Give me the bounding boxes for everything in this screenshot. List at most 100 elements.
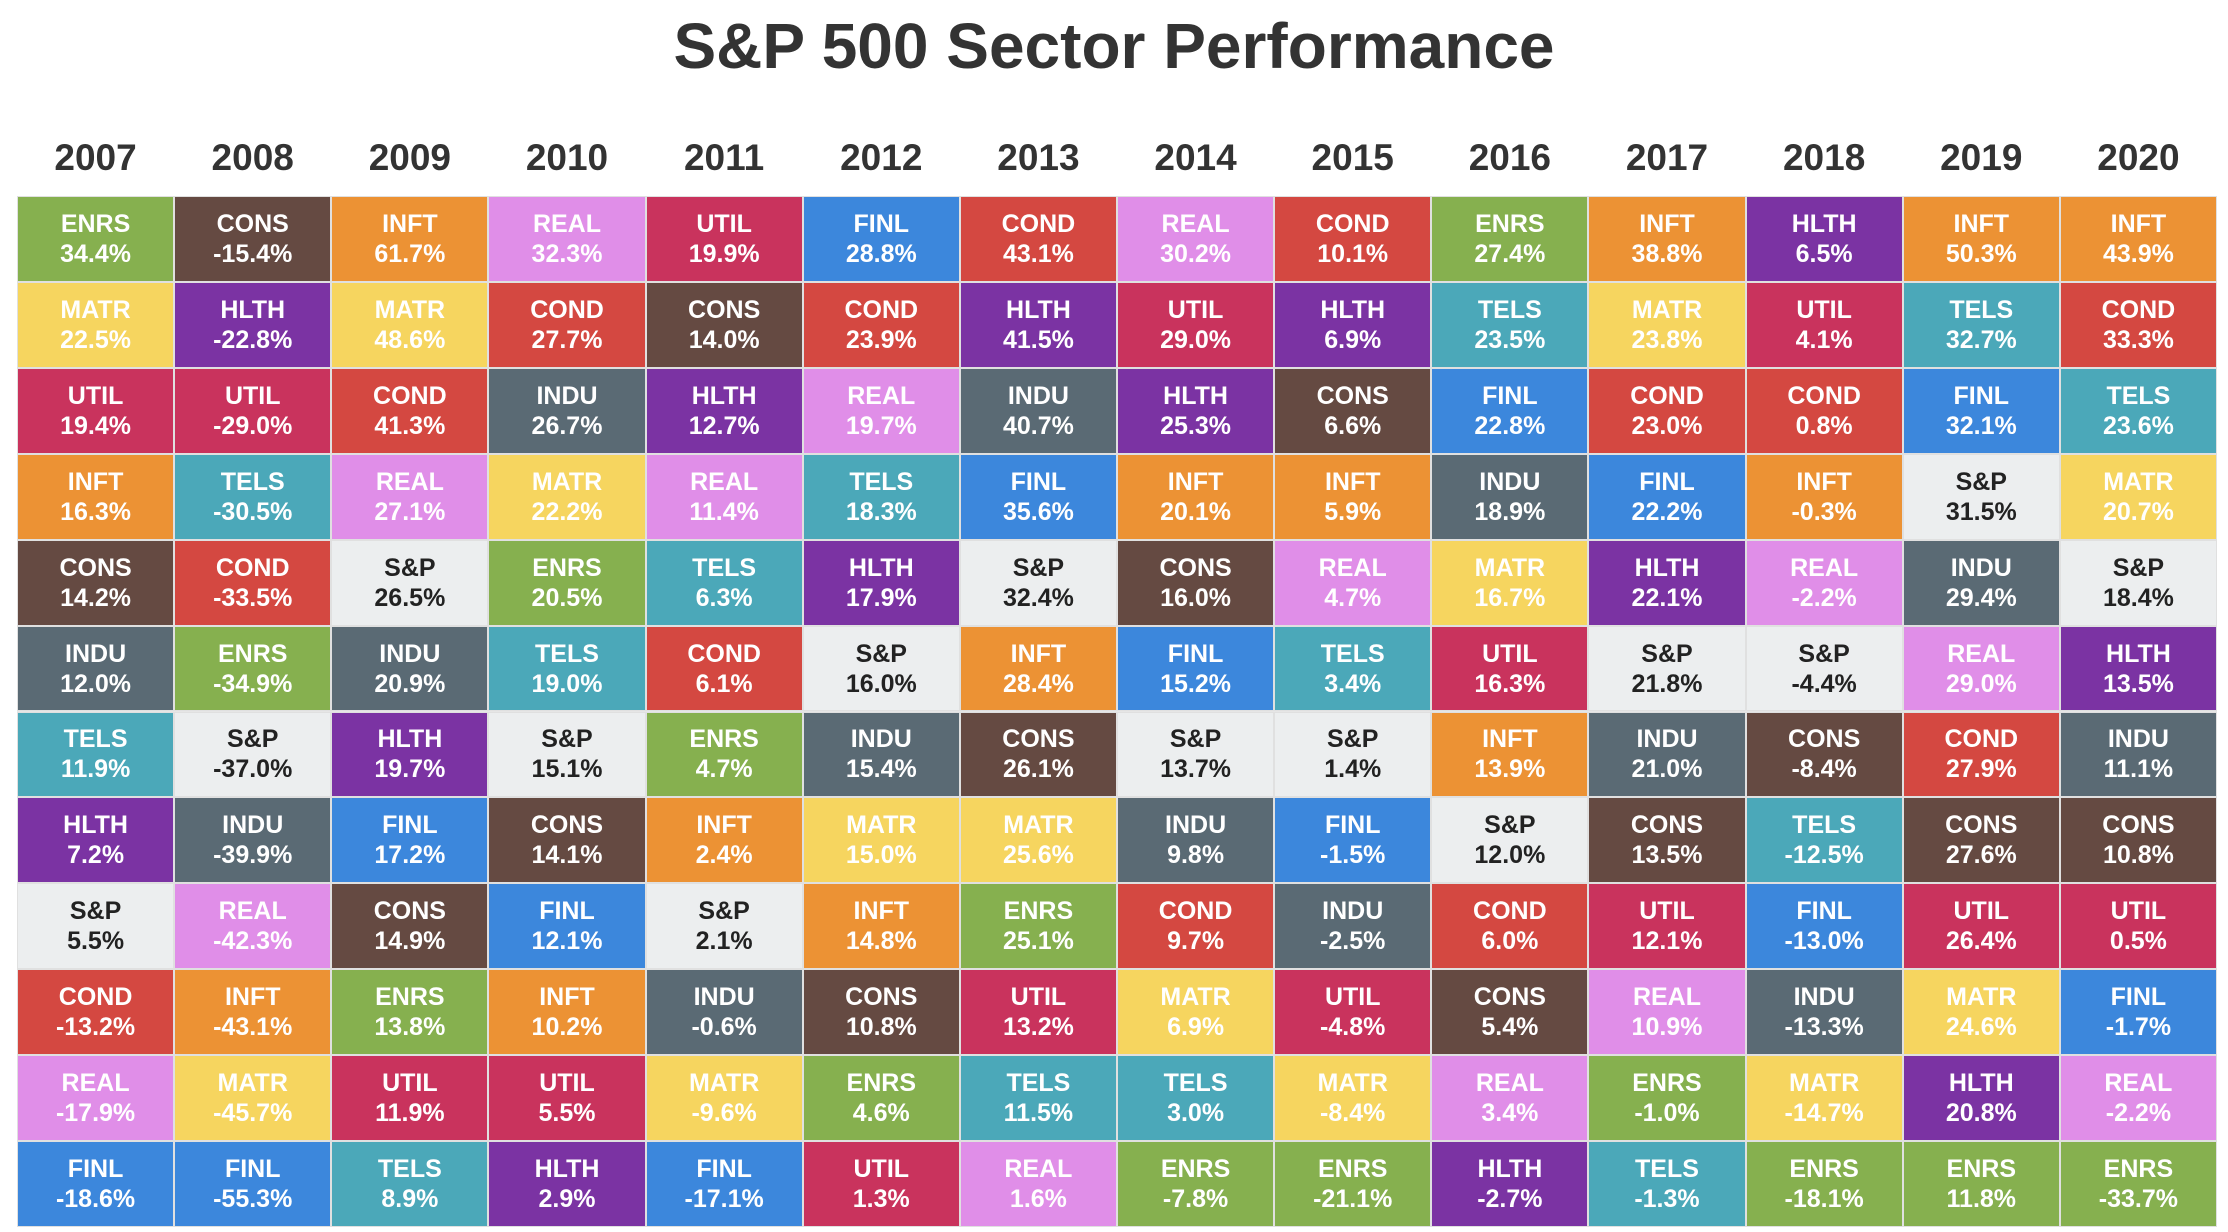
sector-return-value: 3.4%: [1324, 669, 1382, 698]
sector-label: MATR: [1788, 1069, 1860, 1098]
sector-return-value: 11.1%: [2103, 755, 2174, 784]
cell-2020-cons: CONS 10.8%: [2059, 797, 2217, 884]
sector-return-value: -42.3%: [213, 927, 293, 956]
sector-label: TELS: [220, 467, 285, 496]
cell-2013-util: UTIL 13.2%: [959, 969, 1117, 1056]
cell-2017-cond: COND 23.0%: [1588, 367, 1746, 454]
cell-2015-indu: INDU -2.5%: [1274, 883, 1432, 970]
sector-label: REAL: [1790, 553, 1859, 582]
cell-2014-cons: CONS 16.0%: [1117, 539, 1275, 626]
cell-2011-hlth: HLTH 12.7%: [645, 367, 803, 454]
sector-return-value: -7.8%: [1162, 1185, 1229, 1214]
sector-return-value: 3.0%: [1167, 1099, 1225, 1128]
sector-label: FINL: [67, 1155, 124, 1184]
sector-label: UTIL: [67, 381, 124, 410]
sector-label: UTIL: [1953, 897, 2010, 926]
cell-2013-cons: CONS 26.1%: [959, 711, 1117, 798]
sector-return-value: 25.3%: [1160, 411, 1232, 440]
sector-label: UTIL: [1010, 983, 1067, 1012]
sector-return-value: 20.5%: [531, 583, 603, 612]
cell-2012-cond: COND 23.9%: [802, 281, 960, 368]
cell-2012-real: REAL 19.7%: [802, 367, 960, 454]
cell-2020-enrs: ENRS -33.7%: [2059, 1141, 2217, 1227]
sector-return-value: -4.8%: [1320, 1013, 1386, 1042]
sector-label: ENRS: [1475, 209, 1545, 238]
cell-2017-tels: TELS -1.3%: [1588, 1141, 1746, 1227]
sector-label: REAL: [375, 467, 444, 496]
sector-label: ENRS: [1946, 1155, 2016, 1184]
cell-2018-cond: COND 0.8%: [1745, 367, 1903, 454]
cell-2007-cond: COND -13.2%: [17, 969, 175, 1056]
sector-label: HLTH: [1320, 295, 1386, 324]
sector-return-value: 38.8%: [1631, 239, 1703, 268]
cell-2012-matr: MATR 15.0%: [802, 797, 960, 884]
sector-label: FINL: [1953, 381, 2010, 410]
cell-2015-util: UTIL -4.8%: [1274, 969, 1432, 1056]
cell-2009-hlth: HLTH 19.7%: [331, 711, 489, 798]
sector-return-value: 13.7%: [1160, 755, 1232, 784]
cell-2016-real: REAL 3.4%: [1431, 1055, 1589, 1142]
sector-label: HLTH: [1948, 1069, 2014, 1098]
sector-label: S&P: [1955, 467, 2007, 496]
sector-return-value: 27.9%: [1945, 755, 2017, 784]
cell-2009-real: REAL 27.1%: [331, 453, 489, 540]
cell-2019-tels: TELS 32.7%: [1902, 281, 2060, 368]
sector-return-value: -39.9%: [213, 841, 293, 870]
cell-2008-enrs: ENRS -34.9%: [174, 625, 332, 712]
sector-label: COND: [1630, 381, 1704, 410]
sector-return-value: 12.1%: [1631, 927, 1703, 956]
cell-2013-inft: INFT 28.4%: [959, 625, 1117, 712]
sector-label: MATR: [531, 467, 603, 496]
cell-2009-cons: CONS 14.9%: [331, 883, 489, 970]
cell-2010-indu: INDU 26.7%: [488, 367, 646, 454]
sector-label: ENRS: [532, 553, 602, 582]
sector-return-value: 10.1%: [1317, 239, 1389, 268]
sector-label: S&P: [1012, 553, 1065, 582]
cell-2012-hlth: HLTH 17.9%: [802, 539, 960, 626]
sector-return-value: 48.6%: [374, 325, 446, 354]
sector-return-value: 0.5%: [2109, 927, 2167, 956]
sector-return-value: 22.1%: [1631, 583, 1703, 612]
sector-return-value: -8.4%: [1791, 755, 1857, 784]
sector-label: FINL: [1324, 811, 1381, 840]
sector-return-value: 15.0%: [845, 841, 917, 870]
sector-return-value: 0.8%: [1795, 411, 1853, 440]
sector-return-value: 20.9%: [374, 669, 446, 698]
sector-return-value: 9.7%: [1167, 927, 1225, 956]
cell-2015-inft: INFT 5.9%: [1274, 453, 1432, 540]
sector-label: MATR: [217, 1069, 288, 1098]
sector-return-value: -9.6%: [691, 1099, 757, 1128]
sector-label: REAL: [1947, 639, 2016, 668]
sector-return-value: 4.7%: [1324, 583, 1382, 612]
cell-2010-cond: COND 27.7%: [488, 281, 646, 368]
cell-2008-inft: INFT -43.1%: [174, 969, 332, 1056]
cell-2011-inft: INFT 2.4%: [645, 797, 803, 884]
sector-label: MATR: [1474, 553, 1546, 582]
sector-return-value: 40.7%: [1002, 411, 1074, 440]
cell-2019-cons: CONS 27.6%: [1902, 797, 2060, 884]
cell-2017-real: REAL 10.9%: [1588, 969, 1746, 1056]
sector-label: HLTH: [691, 381, 757, 410]
sector-return-value: 12.7%: [688, 411, 760, 440]
sector-label: CONS: [1630, 811, 1704, 840]
sector-return-value: 11.5%: [1003, 1099, 1074, 1128]
sector-return-value: -1.3%: [1634, 1185, 1700, 1214]
sector-label: FINL: [224, 1155, 281, 1184]
sector-label: FINL: [1482, 381, 1538, 410]
sector-label: TELS: [2106, 381, 2171, 410]
sector-label: HLTH: [1634, 553, 1700, 582]
cell-2015-sandp: S&P 1.4%: [1274, 711, 1432, 798]
cell-2019-indu: INDU 29.4%: [1902, 539, 2060, 626]
cell-2009-inft: INFT 61.7%: [331, 196, 489, 282]
sector-label: REAL: [1161, 209, 1230, 238]
sector-label: FINL: [1639, 467, 1695, 496]
sector-return-value: 3.4%: [1481, 1099, 1539, 1128]
sector-return-value: -43.1%: [213, 1013, 293, 1042]
sector-return-value: 16.0%: [845, 669, 917, 698]
sector-label: UTIL: [382, 1069, 438, 1098]
sector-label: UTIL: [853, 1155, 910, 1184]
cell-2019-matr: MATR 24.6%: [1902, 969, 2060, 1056]
sector-return-value: 11.8%: [1946, 1185, 2017, 1214]
sector-return-value: 5.5%: [538, 1099, 596, 1128]
sector-return-value: 4.7%: [695, 755, 753, 784]
